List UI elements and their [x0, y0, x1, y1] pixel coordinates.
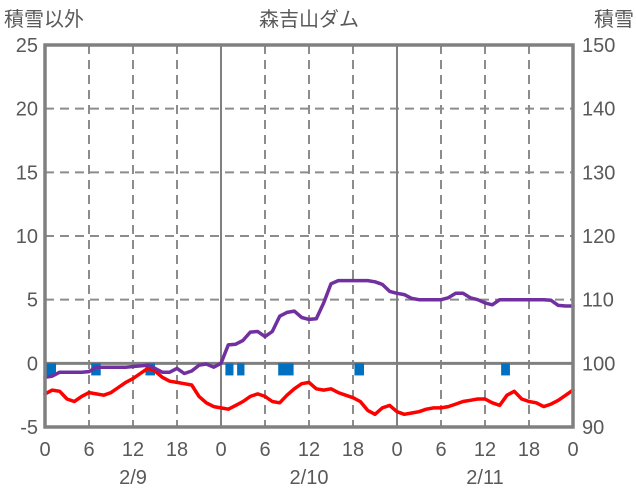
x-axis-tick-label: 6	[83, 439, 94, 461]
precip-bar	[237, 363, 245, 376]
right-axis-tick-label: 110	[582, 290, 614, 312]
right-axis-tick-label: 140	[582, 99, 615, 121]
precip-bar	[225, 363, 234, 376]
right-axis-tick-label: 120	[582, 226, 615, 248]
left-axis-tick-label: 20	[16, 99, 38, 121]
temperature-line	[43, 366, 575, 417]
x-axis-date-label: 2/11	[466, 467, 503, 489]
chart-title: 森吉山ダム	[259, 9, 359, 31]
x-axis-tick-label: 12	[298, 439, 320, 461]
x-axis-tick-label: 6	[259, 439, 270, 461]
left-axis-tick-label: -5	[20, 417, 38, 439]
precip-bar	[354, 363, 364, 376]
left-axis-title: 積雪以外	[4, 9, 84, 31]
x-axis-date-label: 2/10	[290, 467, 329, 489]
x-axis-tick-label: 0	[39, 439, 50, 461]
precip-bar	[278, 363, 294, 376]
x-axis-tick-label: 18	[342, 439, 364, 461]
right-axis-tick-label: 90	[582, 417, 604, 439]
x-axis-tick-label: 6	[435, 439, 446, 461]
x-axis-tick-label: 12	[474, 439, 496, 461]
x-axis-tick-label: 18	[518, 439, 540, 461]
right-axis-tick-label: 130	[582, 162, 615, 184]
x-axis-date-label: 2/9	[119, 467, 147, 489]
left-axis-tick-label: 5	[27, 290, 38, 312]
right-axis-tick-label: 100	[582, 353, 615, 375]
right-axis-tick-label: 150	[582, 35, 615, 57]
precip-bar	[501, 363, 510, 376]
left-axis-tick-label: 0	[27, 353, 38, 375]
x-axis-tick-label: 18	[166, 439, 188, 461]
precip-bar	[45, 363, 56, 376]
x-axis-tick-label: 12	[122, 439, 144, 461]
right-axis-title: 積雪	[594, 9, 634, 31]
x-axis-tick-label: 0	[215, 439, 226, 461]
left-axis-tick-label: 10	[16, 226, 38, 248]
x-axis-tick-label: 0	[567, 439, 578, 461]
left-axis-tick-label: 25	[16, 35, 38, 57]
plot-border	[43, 43, 575, 429]
x-axis-tick-label: 0	[391, 439, 402, 461]
left-axis-tick-label: 15	[16, 162, 38, 184]
snow_depth-line	[43, 278, 575, 380]
